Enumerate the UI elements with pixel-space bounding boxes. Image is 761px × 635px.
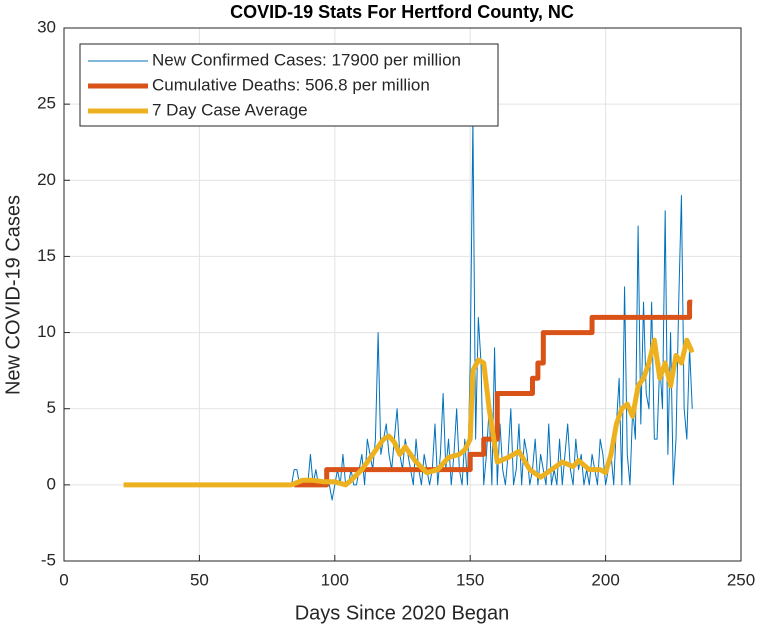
x-tick-label: 250 <box>727 570 755 589</box>
x-tick-label: 150 <box>456 570 484 589</box>
y-tick-label: 15 <box>37 246 56 265</box>
plot-frame <box>63 27 742 562</box>
chart-title: COVID-19 Stats For Hertford County, NC <box>230 2 574 22</box>
x-tick-label: 100 <box>321 570 349 589</box>
x-tick-label: 0 <box>59 570 68 589</box>
y-tick-label: 25 <box>37 94 56 113</box>
y-axis-label: New COVID-19 Cases <box>2 195 24 395</box>
x-tick-label: 50 <box>190 570 209 589</box>
x-axis-label: Days Since 2020 Began <box>295 602 510 624</box>
series-line <box>123 337 695 488</box>
y-tick-label: 5 <box>47 398 56 417</box>
y-tick-label: 10 <box>37 322 56 341</box>
legend-label: Cumulative Deaths: 506.8 per million <box>152 75 430 94</box>
y-tick-label: 30 <box>37 17 56 36</box>
x-tick-label: 200 <box>591 570 619 589</box>
legend-box <box>79 43 499 127</box>
y-tick-label: 20 <box>37 170 56 189</box>
y-tick-label: -5 <box>41 550 56 569</box>
series-line <box>294 299 693 488</box>
legend-label: 7 Day Case Average <box>152 100 308 119</box>
legend-label: New Confirmed Cases: 17900 per million <box>152 50 461 69</box>
y-tick-label: 0 <box>47 474 56 493</box>
